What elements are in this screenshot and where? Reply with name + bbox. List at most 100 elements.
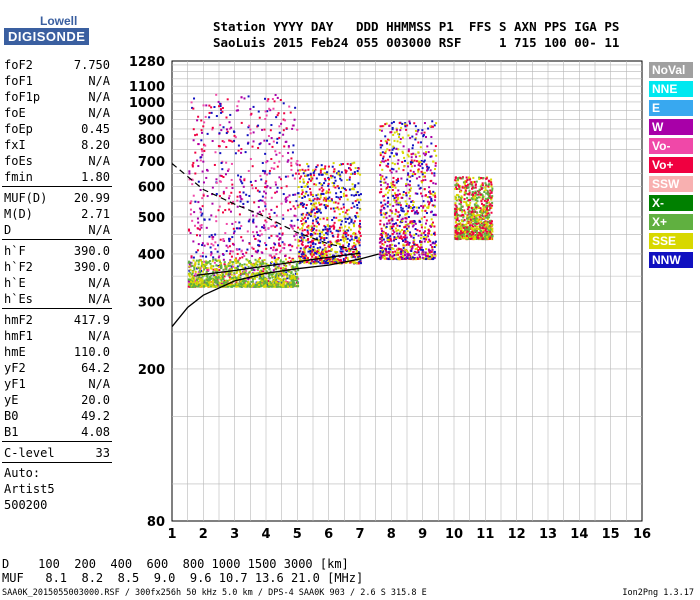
echo-point xyxy=(273,256,276,259)
echo-point xyxy=(400,220,403,223)
echo-point xyxy=(319,246,322,249)
echo-point xyxy=(474,184,477,187)
echo-point xyxy=(316,216,319,219)
echo-point xyxy=(306,181,309,184)
echo-point xyxy=(331,175,334,178)
echo-point xyxy=(480,187,483,190)
echo-point xyxy=(465,226,468,229)
param-value: 1.80 xyxy=(81,170,110,184)
legend-item: X+ xyxy=(649,214,693,230)
echo-point xyxy=(484,229,487,232)
echo-point xyxy=(379,146,382,149)
echo-point xyxy=(344,217,347,220)
echo-point xyxy=(406,178,409,181)
echo-point xyxy=(318,173,321,176)
echo-point xyxy=(290,266,293,269)
echo-point xyxy=(272,107,275,110)
echo-point xyxy=(338,226,341,229)
echo-point xyxy=(414,228,417,231)
echo-point xyxy=(387,191,390,194)
echo-point xyxy=(222,192,225,195)
echo-point xyxy=(429,256,432,259)
echo-point xyxy=(196,277,199,280)
echo-point xyxy=(424,135,427,138)
echo-point xyxy=(313,170,316,173)
echo-point xyxy=(458,236,461,239)
echo-point xyxy=(454,213,457,216)
echo-point xyxy=(223,268,226,271)
echo-point xyxy=(456,225,459,228)
echo-point xyxy=(455,186,458,189)
echo-point xyxy=(301,227,304,230)
param-label: hmF1 xyxy=(4,329,33,343)
echo-point xyxy=(303,249,306,252)
echo-point xyxy=(240,285,243,288)
echo-point xyxy=(428,238,431,241)
echo-point xyxy=(466,183,469,186)
echo-point xyxy=(380,188,383,191)
echo-point xyxy=(466,236,469,239)
echo-point xyxy=(215,279,218,282)
echo-point xyxy=(320,231,323,234)
echo-point xyxy=(465,201,468,204)
echo-point xyxy=(463,231,466,234)
echo-point xyxy=(490,228,493,231)
echo-point xyxy=(325,192,328,195)
echo-point xyxy=(336,242,339,245)
echo-point xyxy=(430,250,433,253)
echo-point xyxy=(245,274,248,277)
echo-point xyxy=(432,182,435,185)
echo-point xyxy=(454,195,457,198)
echo-point xyxy=(351,162,354,165)
echo-point xyxy=(432,190,435,193)
echo-point xyxy=(420,205,423,208)
param-row: MUF(D) 20.99 xyxy=(2,190,112,206)
echo-point xyxy=(245,273,248,276)
echo-point xyxy=(427,166,430,169)
echo-point xyxy=(408,175,411,178)
echo-point xyxy=(308,248,311,251)
echo-point xyxy=(484,236,487,239)
echo-point xyxy=(415,233,418,236)
echo-point xyxy=(224,173,227,176)
echo-point xyxy=(257,124,260,127)
echo-point xyxy=(258,244,261,247)
echo-point xyxy=(202,125,205,128)
echo-point xyxy=(225,271,228,274)
echo-point xyxy=(454,234,457,237)
echo-point xyxy=(188,178,191,181)
echo-point xyxy=(276,277,279,280)
echo-point xyxy=(323,172,326,175)
echo-point xyxy=(327,225,330,228)
echo-point xyxy=(269,270,272,273)
echo-point xyxy=(466,178,469,181)
echo-point xyxy=(189,213,192,216)
echo-point xyxy=(382,231,385,234)
echo-point xyxy=(292,266,295,269)
echo-point xyxy=(345,232,348,235)
echo-point xyxy=(217,256,220,259)
echo-point xyxy=(297,244,300,247)
echo-point xyxy=(337,233,340,236)
echo-point xyxy=(253,269,256,272)
echo-point xyxy=(259,199,262,202)
echo-point xyxy=(241,273,244,276)
echo-point xyxy=(470,193,473,196)
echo-point xyxy=(274,181,277,184)
echo-point xyxy=(394,250,397,253)
echo-point xyxy=(414,211,417,214)
echo-point xyxy=(273,264,276,267)
echo-point xyxy=(459,226,462,229)
echo-point xyxy=(302,238,305,241)
echo-point xyxy=(207,283,210,286)
echo-point xyxy=(468,226,471,229)
echo-point xyxy=(402,193,405,196)
echo-point xyxy=(477,205,480,208)
echo-point xyxy=(219,105,222,108)
echo-point xyxy=(351,202,354,205)
echo-point xyxy=(202,194,205,197)
echo-point xyxy=(489,204,492,207)
echo-point xyxy=(263,224,266,227)
echo-point xyxy=(381,125,384,128)
echo-point xyxy=(261,226,264,229)
